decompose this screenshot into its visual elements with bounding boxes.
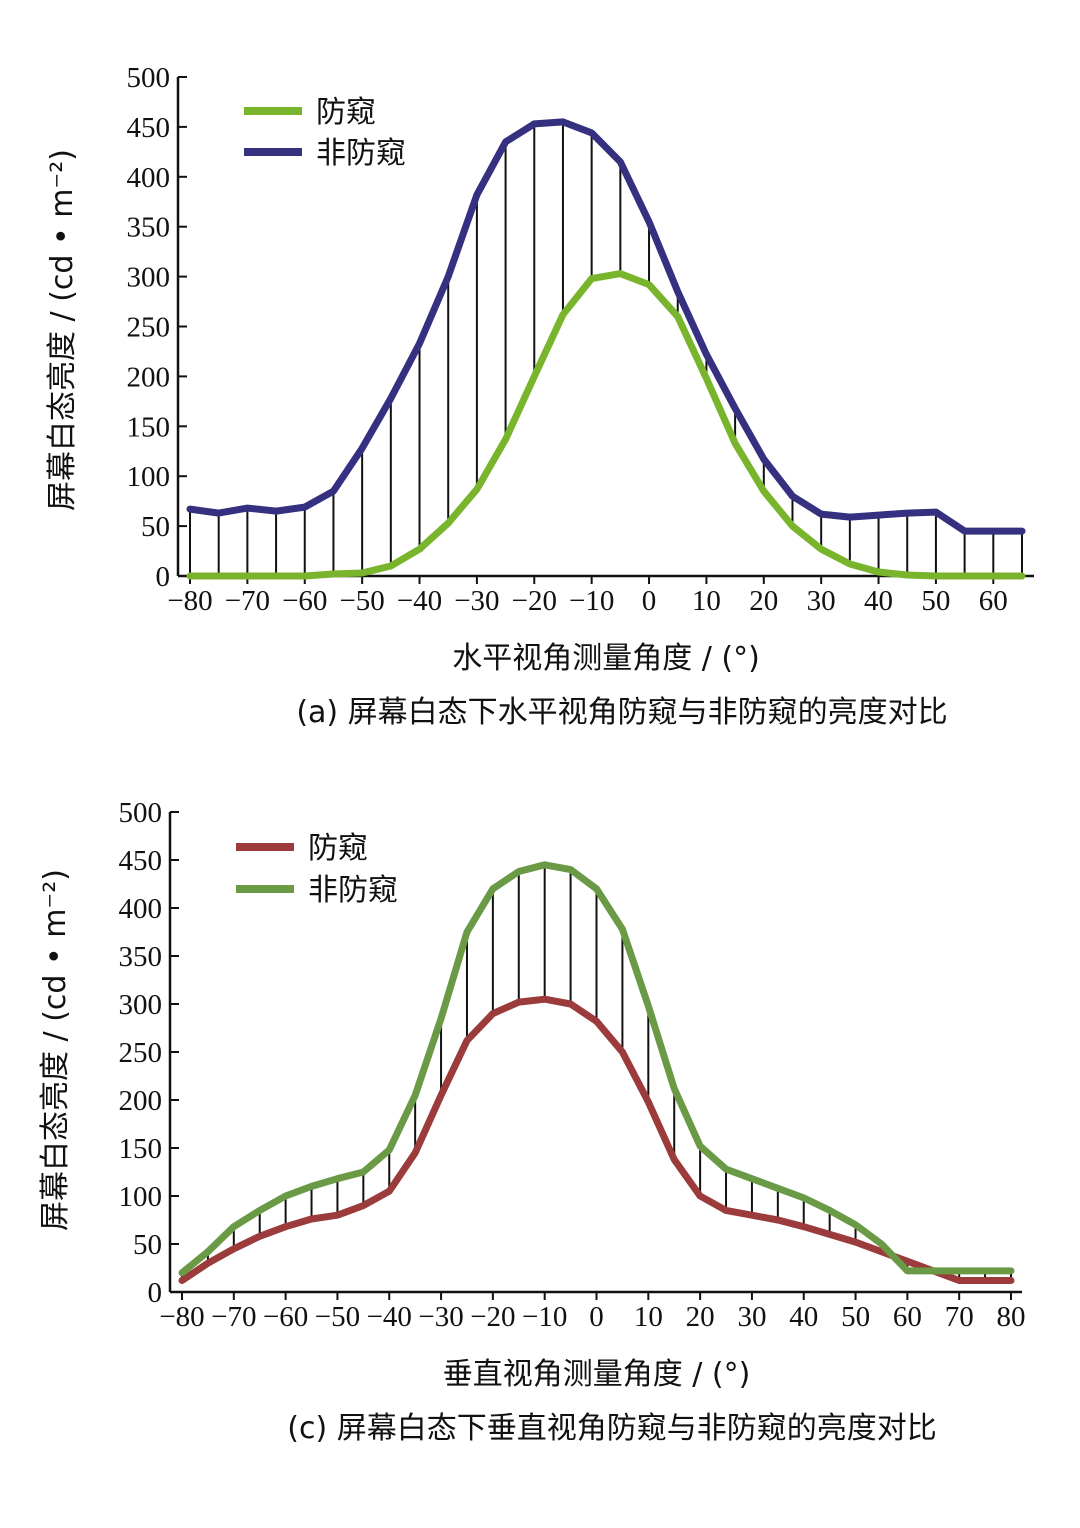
x-tick-label: 20: [749, 585, 778, 617]
y-axis-title: 屏幕白态亮度 / (cd • m⁻²): [45, 149, 80, 511]
x-tick-label: −30: [454, 585, 499, 617]
x-tick-label: −50: [339, 585, 384, 617]
x-tick-label: −60: [263, 1301, 308, 1333]
x-tick-label: −40: [397, 585, 442, 617]
y-tick-label: 400: [119, 893, 163, 925]
x-tick-label: 10: [692, 585, 721, 617]
series-line-privacy: [186, 270, 1026, 580]
x-tick-label: 40: [789, 1301, 818, 1333]
y-tick-label: 450: [119, 845, 163, 877]
x-tick-label: −80: [167, 585, 212, 617]
x-tick-label: −20: [470, 1301, 515, 1333]
x-tick-label: 40: [864, 585, 893, 617]
x-tick-label: −30: [418, 1301, 463, 1333]
x-tick-label: −80: [159, 1301, 204, 1333]
y-tick-label: 0: [148, 1277, 163, 1309]
x-tick-label: 50: [921, 585, 950, 617]
y-tick-label: 400: [127, 162, 171, 194]
y-tick-label: 50: [141, 511, 170, 543]
x-tick-label: 70: [945, 1301, 974, 1333]
x-tick-label: 20: [686, 1301, 715, 1333]
y-tick-label: 50: [133, 1229, 162, 1261]
x-tick-label: −60: [282, 585, 327, 617]
y-tick-label: 300: [127, 262, 171, 294]
x-tick-label: −50: [315, 1301, 360, 1333]
y-tick-label: 250: [127, 312, 171, 344]
y-tick-label: 200: [119, 1085, 163, 1117]
y-tick-label: 0: [156, 561, 171, 593]
x-tick-label: 0: [642, 585, 657, 617]
legend-label: 非防窥: [316, 136, 406, 171]
x-tick-label: −20: [512, 585, 557, 617]
x-tick-label: −70: [225, 585, 270, 617]
y-tick-label: 150: [127, 411, 171, 443]
y-tick-label: 500: [119, 797, 163, 829]
y-tick-label: 150: [119, 1133, 163, 1165]
x-tick-label: 80: [997, 1301, 1026, 1333]
y-tick-label: 450: [127, 112, 171, 144]
y-tick-label: 350: [119, 941, 163, 973]
x-tick-label: −70: [211, 1301, 256, 1333]
x-tick-label: 10: [634, 1301, 663, 1333]
x-axis-title: 垂直视角测量角度 / (°): [443, 1357, 751, 1392]
x-tick-label: 60: [979, 585, 1008, 617]
x-tick-label: −10: [522, 1301, 567, 1333]
x-tick-label: −40: [367, 1301, 412, 1333]
legend-label: 防窥: [316, 95, 376, 130]
x-tick-label: 60: [893, 1301, 922, 1333]
chart-caption: (c) 屏幕白态下垂直视角防窥与非防窥的亮度对比: [287, 1411, 936, 1446]
x-axis-title: 水平视角测量角度 / (°): [452, 641, 760, 676]
x-tick-label: 50: [841, 1301, 870, 1333]
y-tick-label: 200: [127, 361, 171, 393]
x-tick-label: 0: [589, 1301, 604, 1333]
series-line-privacy: [178, 995, 1015, 1284]
chart-caption: (a) 屏幕白态下水平视角防窥与非防窥的亮度对比: [296, 695, 947, 730]
y-tick-label: 250: [119, 1037, 163, 1069]
legend-label: 非防窥: [308, 873, 398, 908]
y-axis-title: 屏幕白态亮度 / (cd • m⁻²): [38, 869, 73, 1231]
y-tick-label: 300: [119, 989, 163, 1021]
x-tick-label: 30: [737, 1301, 766, 1333]
legend-label: 防窥: [308, 831, 368, 866]
x-tick-label: 30: [807, 585, 836, 617]
series-line-non-privacy: [186, 118, 1026, 535]
y-tick-label: 100: [119, 1181, 163, 1213]
y-tick-label: 350: [127, 212, 171, 244]
series-line-non-privacy: [178, 861, 1015, 1277]
y-tick-label: 500: [127, 62, 171, 94]
x-tick-label: −10: [569, 585, 614, 617]
y-tick-label: 100: [127, 461, 171, 493]
